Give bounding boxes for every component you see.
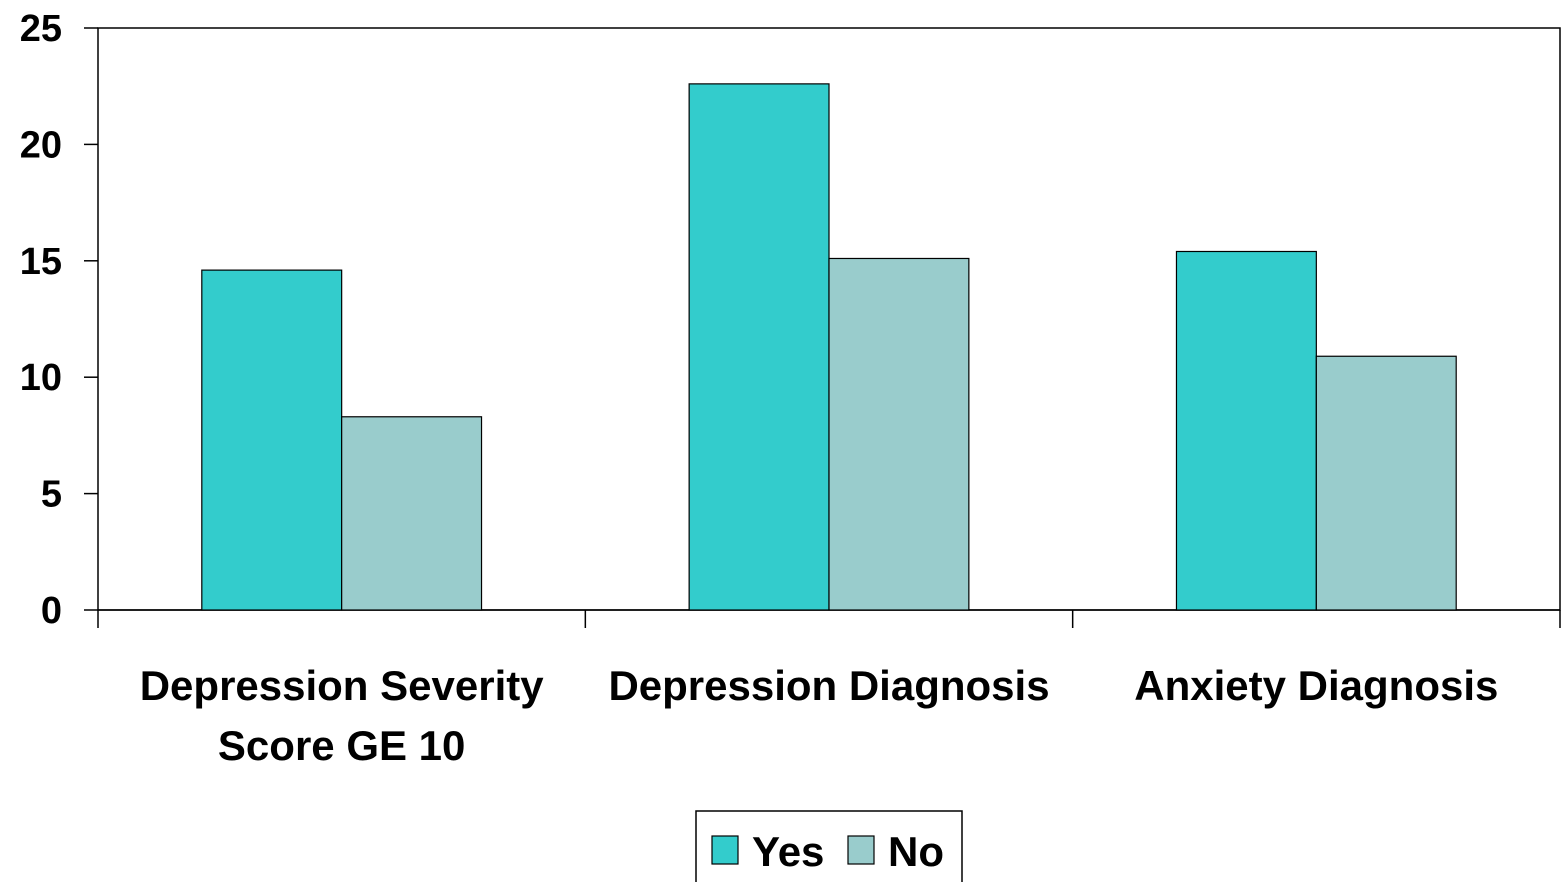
y-tick-label: 5 — [41, 474, 62, 516]
y-tick-label: 20 — [20, 124, 62, 166]
bars — [201, 83, 1457, 611]
bar-yes-2 — [688, 83, 830, 611]
legend-label-no: No — [888, 828, 944, 875]
y-tick-label: 25 — [20, 8, 62, 50]
bar-no-2 — [828, 257, 970, 611]
legend-swatch-yes — [711, 835, 739, 865]
y-tick-label: 0 — [41, 590, 62, 632]
legend-swatch-no — [847, 835, 875, 865]
category-label: Depression Severity — [140, 662, 545, 709]
bar-no-3 — [1315, 355, 1457, 611]
y-axis: 0 5 10 15 20 25 — [20, 8, 98, 632]
category-label: Depression Diagnosis — [608, 662, 1049, 709]
category-label: Score GE 10 — [218, 722, 465, 769]
x-axis — [97, 609, 1561, 628]
legend-box — [695, 810, 963, 882]
legend: Yes No — [695, 810, 963, 882]
bar-yes-1 — [201, 269, 343, 611]
legend-label-yes: Yes — [752, 828, 824, 875]
y-tick-label: 10 — [20, 357, 62, 399]
bar-no-1 — [341, 416, 483, 611]
bar-yes-3 — [1175, 250, 1317, 611]
category-label: Anxiety Diagnosis — [1134, 662, 1498, 709]
category-labels: Depression Severity Score GE 10 Depression… — [140, 662, 1499, 769]
y-tick-label: 15 — [20, 241, 62, 283]
